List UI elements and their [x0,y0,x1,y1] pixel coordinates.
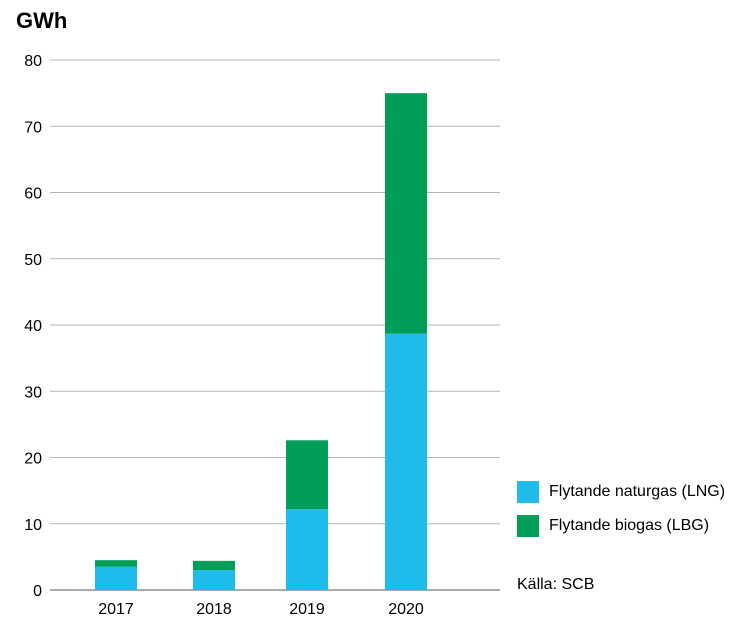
x-tick-label-2017: 2017 [98,601,134,618]
y-tick-label-40: 40 [24,318,42,335]
y-tick-label-30: 30 [24,384,42,401]
legend-label-lng: Flytande naturgas (LNG) [549,483,726,500]
bar-2017-lbg [95,560,137,567]
legend-swatch-lbg [517,515,539,537]
bar-2020-lng [385,333,427,590]
legend-item-lbg: Flytande biogas (LBG) [517,514,725,538]
y-tick-label-50: 50 [24,252,42,269]
bar-2017-lng [95,566,137,590]
bar-2019-lbg [286,440,328,510]
y-tick-label-70: 70 [24,119,42,136]
legend-item-lng: Flytande naturgas (LNG) [517,480,725,504]
y-tick-label-10: 10 [24,517,42,534]
x-tick-label-2020: 2020 [388,601,424,618]
bar-2019-lng [286,509,328,590]
bar-2020-lbg [385,93,427,334]
y-tick-label-80: 80 [24,53,42,70]
y-tick-label-20: 20 [24,451,42,468]
y-tick-labels: 0 10 20 30 40 50 60 70 80 [24,53,42,600]
bar-2018-lbg [193,560,235,571]
bar-stacks [95,93,427,590]
bar-2018-lng [193,570,235,590]
legend-swatch-lng [517,481,539,503]
x-tick-labels: 2017 2018 2019 2020 [98,601,424,618]
y-tick-label-60: 60 [24,186,42,203]
source-note: Källa: SCB [517,576,595,593]
y-axis-unit-label: GWh [16,8,68,33]
x-tick-label-2019: 2019 [289,601,325,618]
legend-label-lbg: Flytande biogas (LBG) [549,517,710,534]
gridlines [50,59,500,591]
x-tick-label-2018: 2018 [196,601,232,618]
legend: Flytande naturgas (LNG) Flytande biogas … [517,480,725,548]
y-tick-label-0: 0 [33,583,42,600]
